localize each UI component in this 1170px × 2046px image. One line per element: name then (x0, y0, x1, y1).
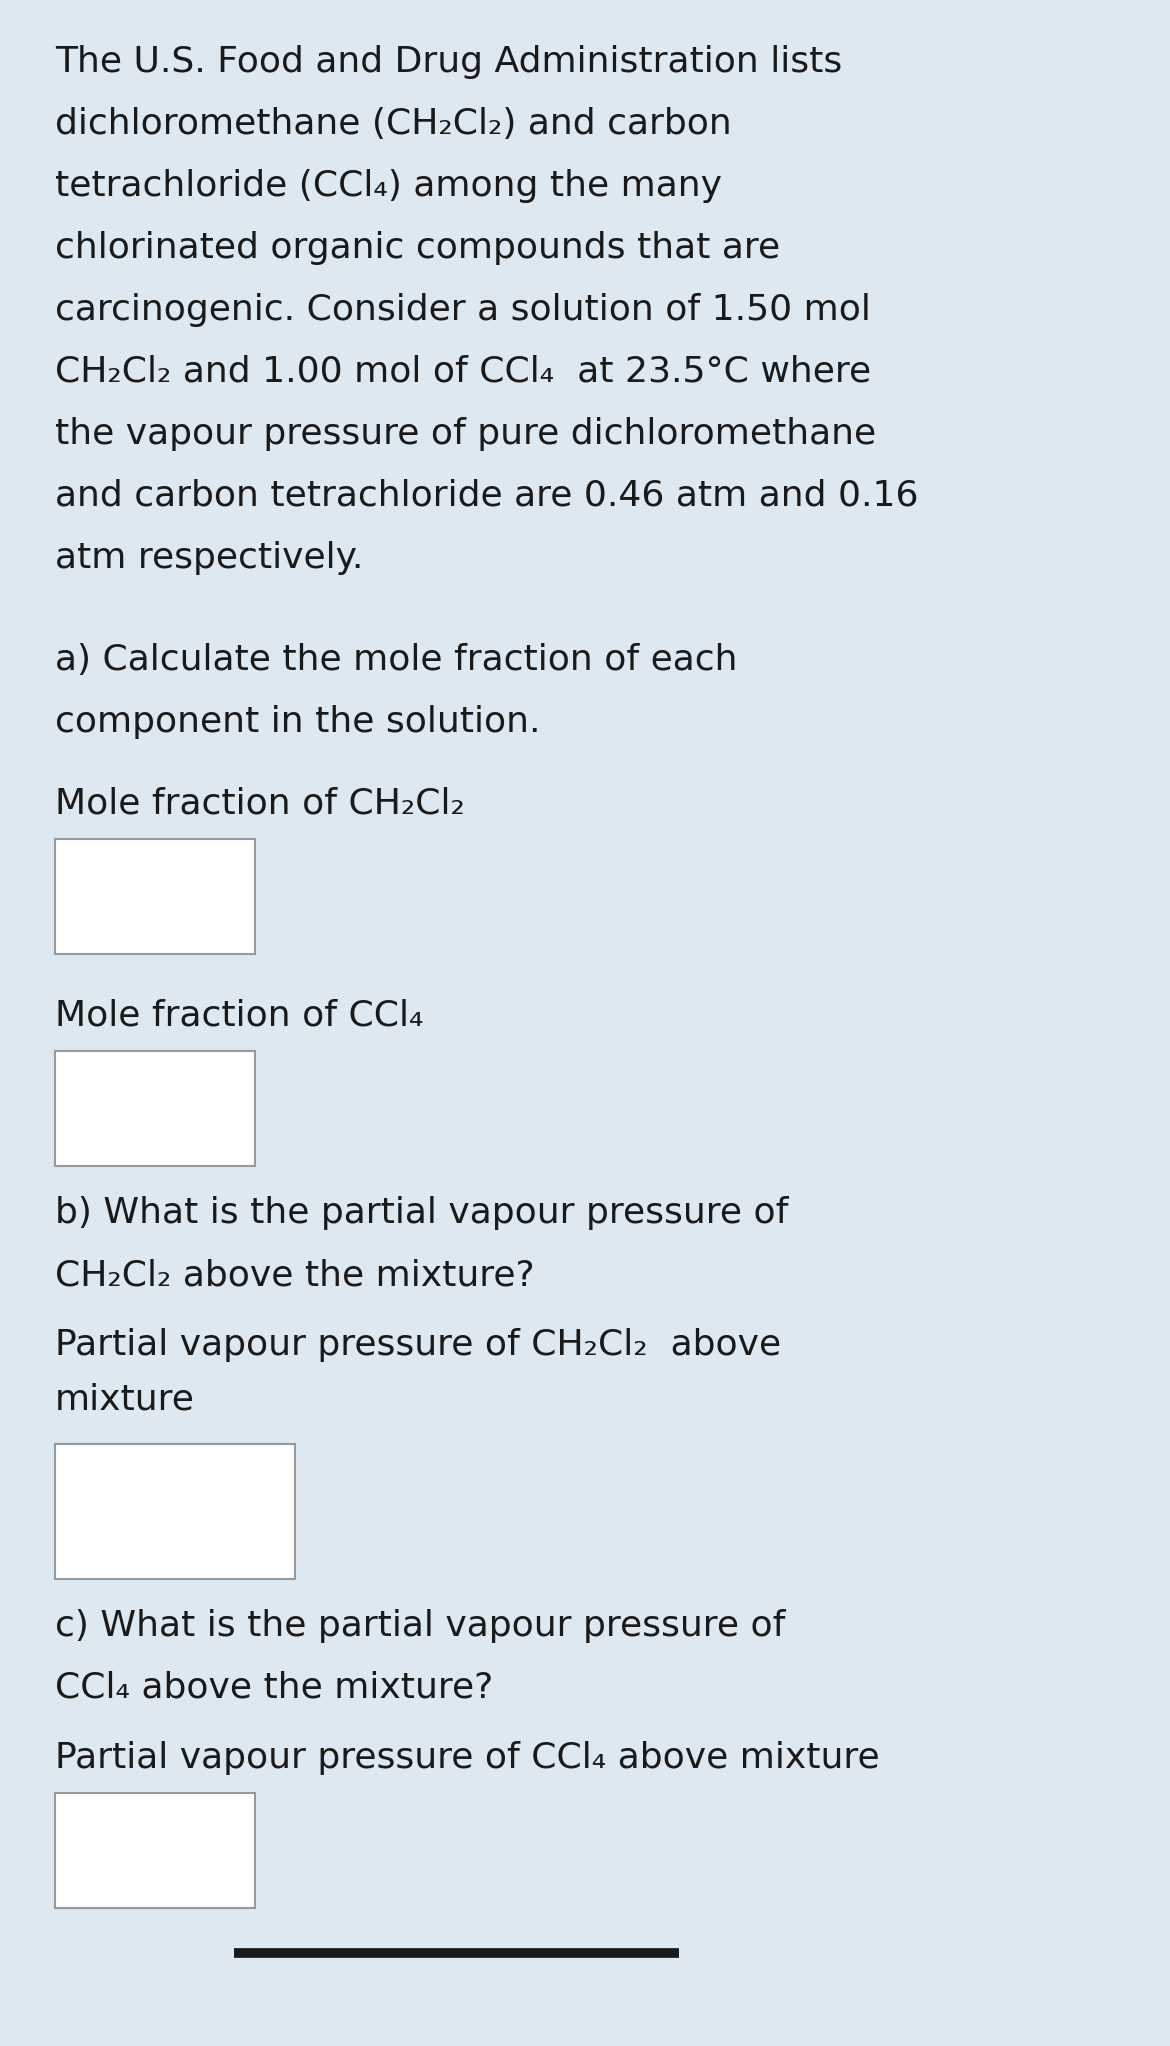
Text: Mole fraction of CCl₄: Mole fraction of CCl₄ (55, 998, 424, 1033)
Text: carcinogenic. Consider a solution of 1.50 mol: carcinogenic. Consider a solution of 1.5… (55, 293, 870, 327)
Bar (55, 839, 255, 953)
Text: atm respectively.: atm respectively. (55, 540, 364, 575)
Text: The U.S. Food and Drug Administration lists: The U.S. Food and Drug Administration li… (55, 45, 842, 80)
Text: Mole fraction of CH₂Cl₂: Mole fraction of CH₂Cl₂ (55, 788, 464, 820)
Text: c) What is the partial vapour pressure of: c) What is the partial vapour pressure o… (55, 1608, 785, 1643)
Text: and carbon tetrachloride are 0.46 atm and 0.16: and carbon tetrachloride are 0.46 atm an… (55, 479, 918, 514)
Text: Partial vapour pressure of CCl₄ above mixture: Partial vapour pressure of CCl₄ above mi… (55, 1741, 880, 1776)
Text: the vapour pressure of pure dichloromethane: the vapour pressure of pure dichlorometh… (55, 417, 876, 450)
Bar (55, 1792, 255, 1909)
Text: CCl₄ above the mixture?: CCl₄ above the mixture? (55, 1672, 494, 1704)
Text: a) Calculate the mole fraction of each: a) Calculate the mole fraction of each (55, 642, 737, 677)
Text: CH₂Cl₂ above the mixture?: CH₂Cl₂ above the mixture? (55, 1258, 535, 1291)
Text: component in the solution.: component in the solution. (55, 706, 541, 739)
Bar (55, 1052, 255, 1166)
Text: b) What is the partial vapour pressure of: b) What is the partial vapour pressure o… (55, 1197, 789, 1230)
Text: Partial vapour pressure of CH₂Cl₂  above: Partial vapour pressure of CH₂Cl₂ above (55, 1328, 782, 1363)
Bar (55, 1444, 295, 1580)
Text: tetrachloride (CCl₄) among the many: tetrachloride (CCl₄) among the many (55, 170, 722, 203)
Text: chlorinated organic compounds that are: chlorinated organic compounds that are (55, 231, 780, 266)
Text: dichloromethane (CH₂Cl₂) and carbon: dichloromethane (CH₂Cl₂) and carbon (55, 106, 731, 141)
Text: CH₂Cl₂ and 1.00 mol of CCl₄  at 23.5°C where: CH₂Cl₂ and 1.00 mol of CCl₄ at 23.5°C wh… (55, 356, 872, 389)
Text: mixture: mixture (55, 1381, 195, 1416)
